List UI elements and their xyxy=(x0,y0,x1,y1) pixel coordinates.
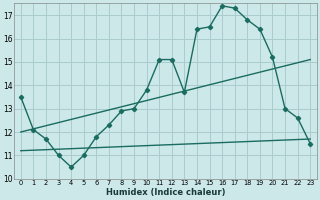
X-axis label: Humidex (Indice chaleur): Humidex (Indice chaleur) xyxy=(106,188,225,197)
